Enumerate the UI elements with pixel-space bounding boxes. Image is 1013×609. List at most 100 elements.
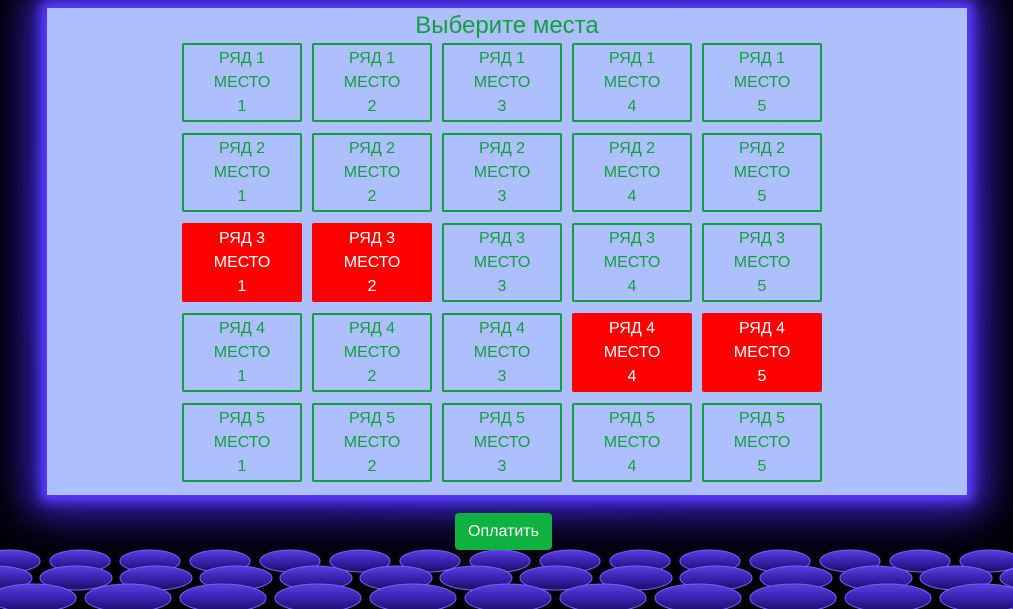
seat-row-label: РЯД 5 (348, 409, 396, 427)
seat-number: 2 (367, 457, 377, 475)
seat-row-label: РЯД 3 (218, 229, 266, 247)
seat-button[interactable]: РЯД 2 МЕСТО 1 (182, 133, 302, 212)
seat-number: 2 (367, 367, 377, 385)
auditorium-seat-shape (179, 583, 267, 609)
page-title: Выберите места (415, 12, 599, 39)
seat-button[interactable]: РЯД 4 МЕСТО 2 (312, 313, 432, 392)
seat-button[interactable]: РЯД 5 МЕСТО 5 (702, 403, 822, 482)
seat-button[interactable]: РЯД 4 МЕСТО 4 (572, 313, 692, 392)
seat-number: 4 (627, 457, 637, 475)
seat-place-label: МЕСТО (603, 433, 661, 451)
seat-place-label: МЕСТО (343, 163, 401, 181)
seat-place-label: МЕСТО (733, 253, 791, 271)
seat-button[interactable]: РЯД 4 МЕСТО 5 (702, 313, 822, 392)
seat-place-label: МЕСТО (343, 253, 401, 271)
auditorium-seat-shape (889, 549, 951, 573)
seat-row-label: РЯД 1 (348, 49, 396, 67)
seat-number: 3 (497, 187, 507, 205)
seat-button[interactable]: РЯД 2 МЕСТО 5 (702, 133, 822, 212)
seat-row-label: РЯД 5 (218, 409, 266, 427)
auditorium-seat-shape (654, 583, 742, 609)
seat-button[interactable]: РЯД 5 МЕСТО 4 (572, 403, 692, 482)
seat-place-label: МЕСТО (603, 253, 661, 271)
seat-button[interactable]: РЯД 3 МЕСТО 5 (702, 223, 822, 302)
seat-button[interactable]: РЯД 3 МЕСТО 4 (572, 223, 692, 302)
auditorium-seat-shape (749, 583, 837, 609)
seat-button[interactable]: РЯД 2 МЕСТО 4 (572, 133, 692, 212)
seat-row-label: РЯД 1 (608, 49, 656, 67)
seat-button[interactable]: РЯД 1 МЕСТО 1 (182, 43, 302, 122)
seat-number: 5 (757, 277, 767, 295)
seat-number: 5 (757, 457, 767, 475)
seat-number: 1 (237, 367, 247, 385)
seat-button[interactable]: РЯД 5 МЕСТО 3 (442, 403, 562, 482)
auditorium-seat-shape (519, 565, 593, 591)
auditorium-seat-shape (274, 583, 362, 609)
seat-row-label: РЯД 5 (738, 409, 786, 427)
seat-row-label: РЯД 1 (478, 49, 526, 67)
auditorium-seat-shape (399, 549, 461, 573)
seat-button[interactable]: РЯД 5 МЕСТО 2 (312, 403, 432, 482)
seat-row-label: РЯД 3 (348, 229, 396, 247)
seat-number: 4 (627, 97, 637, 115)
auditorium-seat-shape (329, 549, 391, 573)
seat-number: 4 (627, 277, 637, 295)
seat-place-label: МЕСТО (733, 433, 791, 451)
seat-number: 5 (757, 97, 767, 115)
seat-number: 3 (497, 457, 507, 475)
seat-number: 2 (367, 277, 377, 295)
auditorium-seat-shape (999, 568, 1013, 588)
seat-button[interactable]: РЯД 2 МЕСТО 3 (442, 133, 562, 212)
auditorium-seat-shape (959, 549, 1013, 573)
seat-number: 3 (497, 97, 507, 115)
seat-place-label: МЕСТО (343, 433, 401, 451)
seat-button[interactable]: РЯД 4 МЕСТО 3 (442, 313, 562, 392)
seat-number: 1 (237, 457, 247, 475)
seat-place-label: МЕСТО (473, 163, 531, 181)
seat-place-label: МЕСТО (213, 163, 271, 181)
seat-button[interactable]: РЯД 1 МЕСТО 4 (572, 43, 692, 122)
seat-row-label: РЯД 4 (478, 319, 526, 337)
auditorium-seat-shape (464, 583, 552, 609)
seat-row-label: РЯД 4 (218, 319, 266, 337)
seat-number: 1 (237, 277, 247, 295)
seat-place-label: МЕСТО (213, 73, 271, 91)
seat-row-label: РЯД 3 (478, 229, 526, 247)
seat-button[interactable]: РЯД 2 МЕСТО 2 (312, 133, 432, 212)
seat-number: 2 (367, 187, 377, 205)
seat-button[interactable]: РЯД 1 МЕСТО 5 (702, 43, 822, 122)
seat-button[interactable]: РЯД 3 МЕСТО 1 (182, 223, 302, 302)
auditorium-seat-shape (39, 565, 113, 591)
pay-button[interactable]: Оплатить (455, 513, 552, 550)
seat-number: 3 (497, 367, 507, 385)
seat-place-label: МЕСТО (473, 73, 531, 91)
auditorium-seat-shape (369, 583, 457, 609)
seat-button[interactable]: РЯД 3 МЕСТО 2 (312, 223, 432, 302)
seat-place-label: МЕСТО (733, 73, 791, 91)
seat-place-label: МЕСТО (603, 343, 661, 361)
seat-place-label: МЕСТО (213, 343, 271, 361)
seat-number: 3 (497, 277, 507, 295)
seat-row-label: РЯД 4 (608, 319, 656, 337)
seat-row-label: РЯД 2 (608, 139, 656, 157)
seat-row-label: РЯД 3 (608, 229, 656, 247)
seat-number: 2 (367, 97, 377, 115)
auditorium-seat-shape (559, 583, 647, 609)
seat-button[interactable]: РЯД 1 МЕСТО 2 (312, 43, 432, 122)
seat-button[interactable]: РЯД 5 МЕСТО 1 (182, 403, 302, 482)
seat-row-label: РЯД 4 (738, 319, 786, 337)
seat-row-label: РЯД 5 (478, 409, 526, 427)
seat-place-label: МЕСТО (473, 343, 531, 361)
seat-place-label: МЕСТО (473, 253, 531, 271)
seat-button[interactable]: РЯД 3 МЕСТО 3 (442, 223, 562, 302)
auditorium-seats-illustration (0, 549, 1013, 609)
seat-place-label: МЕСТО (473, 433, 531, 451)
seat-number: 1 (237, 97, 247, 115)
seat-row-label: РЯД 1 (218, 49, 266, 67)
seat-button[interactable]: РЯД 1 МЕСТО 3 (442, 43, 562, 122)
seat-button[interactable]: РЯД 4 МЕСТО 1 (182, 313, 302, 392)
seat-place-label: МЕСТО (213, 253, 271, 271)
seat-place-label: МЕСТО (603, 73, 661, 91)
seat-row-label: РЯД 3 (738, 229, 786, 247)
seat-place-label: МЕСТО (733, 163, 791, 181)
